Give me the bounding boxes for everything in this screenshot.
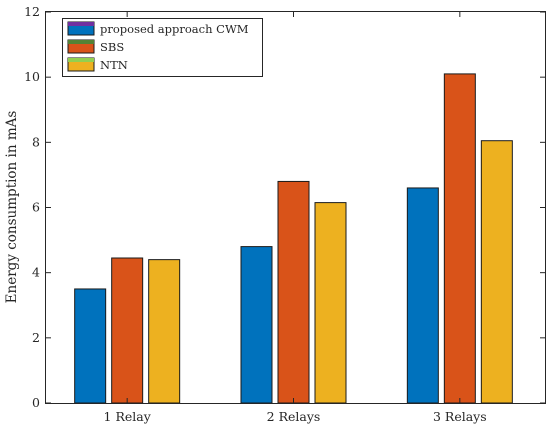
bar-ntn-2 (314, 202, 347, 404)
legend-swatch-accent (68, 22, 94, 26)
x-tick-label: 2 Relays (267, 409, 321, 424)
bar-sbs-1 (111, 257, 144, 404)
x-tick-label: 1 Relay (104, 409, 152, 424)
bar-proposed-approach-cwm-3 (406, 187, 439, 404)
bar-ntn-3 (480, 140, 513, 404)
y-axis-label: Energy consumption in mAs (4, 111, 20, 304)
plot-frame (45, 11, 546, 404)
legend-swatch-accent (68, 40, 94, 44)
legend-label: proposed approach CWM (100, 22, 249, 36)
bar-sbs-2 (277, 180, 310, 404)
y-tick-label: 2 (32, 330, 40, 345)
x-tick-label: 3 Relays (433, 409, 487, 424)
y-tick-label: 4 (32, 265, 40, 280)
legend-swatch-accent (68, 58, 94, 62)
y-tick-label: 10 (24, 69, 40, 84)
x-axis-ticks: 1 Relay 2 Relays 3 Relays (104, 12, 487, 424)
legend-box (62, 18, 263, 77)
bar-ntn-1 (148, 259, 181, 404)
y-tick-label: 8 (32, 134, 40, 149)
bars-layer (74, 73, 513, 404)
legend: proposed approach CWM SBS NTN (62, 18, 263, 77)
y-tick-label: 12 (24, 4, 40, 19)
y-axis-ticks: 0 2 4 6 8 10 12 (24, 4, 545, 410)
bar-proposed-approach-cwm-1 (74, 288, 107, 404)
legend-label: NTN (100, 58, 128, 72)
bar-proposed-approach-cwm-2 (240, 246, 273, 404)
legend-label: SBS (100, 40, 124, 54)
axes-layer (45, 11, 546, 404)
y-tick-label: 0 (32, 395, 40, 410)
bar-sbs-3 (443, 73, 476, 404)
y-tick-label: 6 (32, 200, 40, 215)
